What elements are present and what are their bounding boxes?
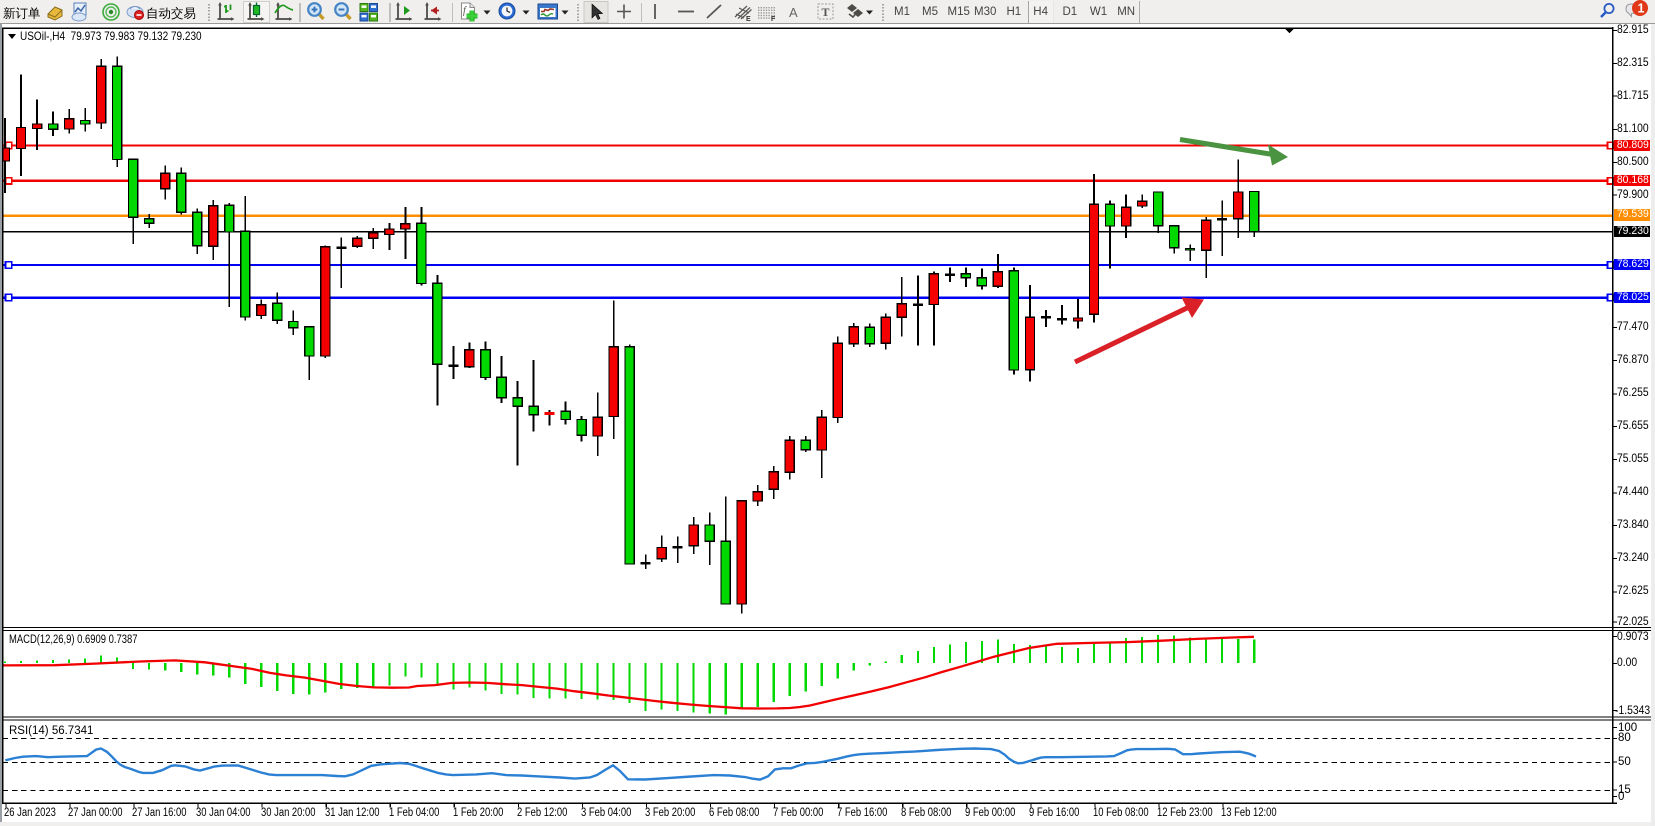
svg-text:A: A bbox=[789, 5, 798, 20]
svg-text:F: F bbox=[771, 16, 776, 23]
svg-text:T: T bbox=[822, 5, 830, 19]
svg-text:E: E bbox=[746, 16, 751, 23]
svg-text:1: 1 bbox=[1638, 2, 1645, 16]
svg-text:f: f bbox=[463, 6, 467, 17]
